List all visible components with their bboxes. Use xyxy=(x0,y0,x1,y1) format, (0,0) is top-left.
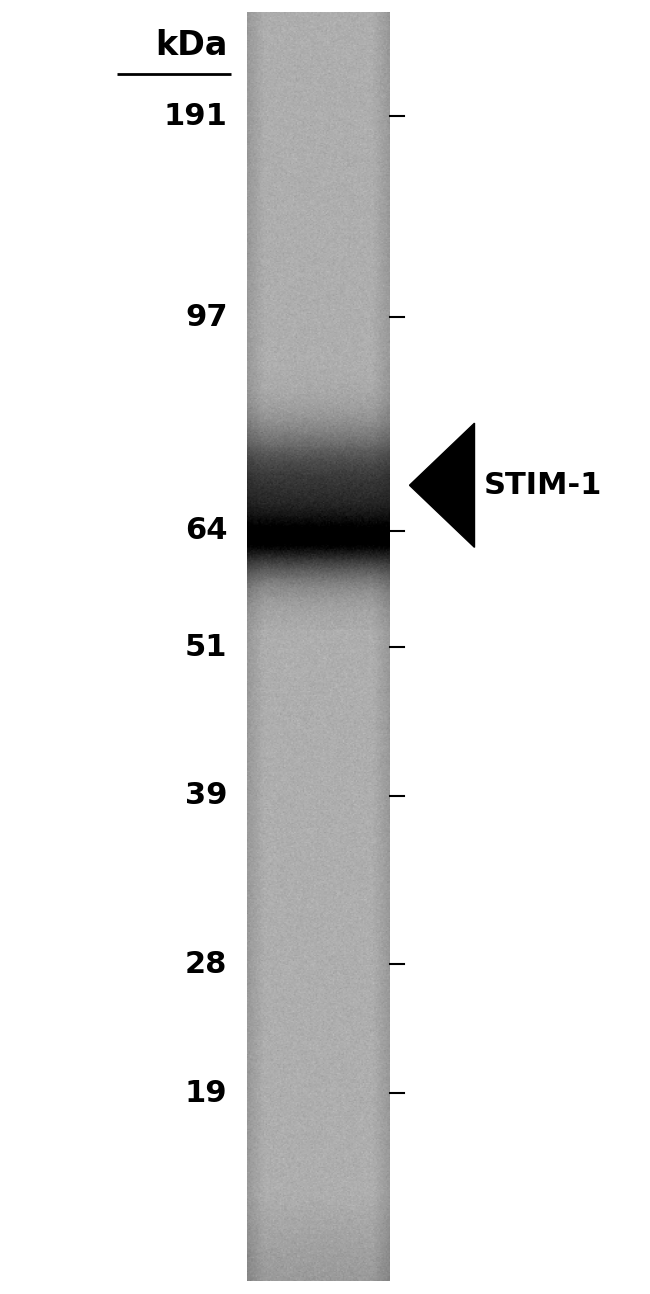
Text: STIM-1: STIM-1 xyxy=(484,471,603,499)
Text: 19: 19 xyxy=(185,1079,228,1108)
Text: kDa: kDa xyxy=(155,28,228,62)
Polygon shape xyxy=(410,423,474,547)
Text: 64: 64 xyxy=(185,516,227,545)
Text: 97: 97 xyxy=(185,303,227,331)
Text: 191: 191 xyxy=(164,102,228,131)
Text: 28: 28 xyxy=(185,950,227,978)
Text: 39: 39 xyxy=(185,782,227,810)
Text: 51: 51 xyxy=(185,633,227,661)
